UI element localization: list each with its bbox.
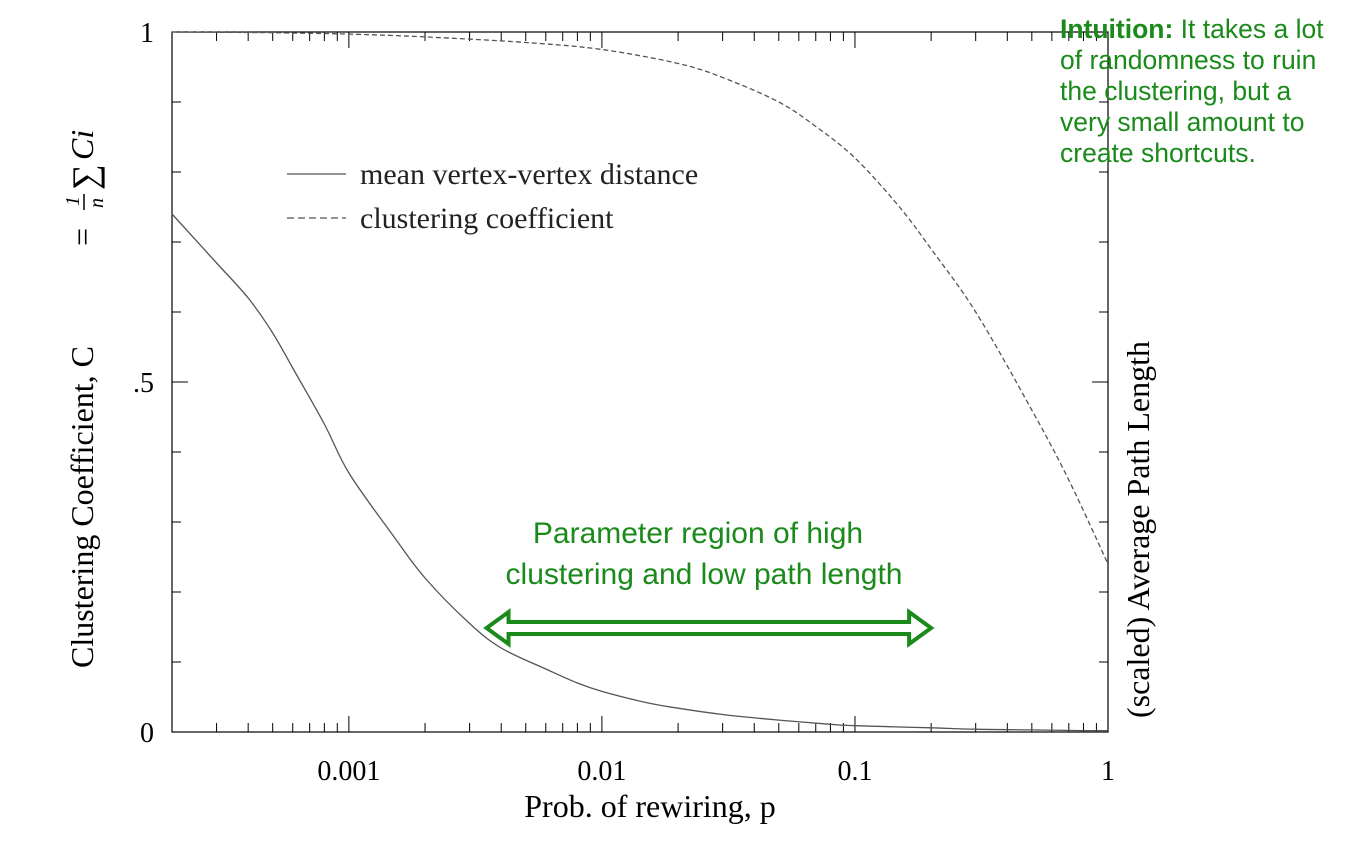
y-formula-equals: = <box>64 226 100 248</box>
y-formula-term: Ci <box>64 130 100 160</box>
x-tick-label: 0.001 <box>317 756 380 787</box>
region-label-line1: Parameter region of high <box>533 517 863 550</box>
intuition-bold: Intuition: <box>1060 14 1174 44</box>
y-axis-title-left-text: Clustering Coefficient, C <box>64 346 100 668</box>
y-tick-label: 1 <box>140 18 154 49</box>
x-tick-label: 0.01 <box>577 756 626 787</box>
series-line-path-length <box>171 213 1109 732</box>
tick-labels: 0.001 0.01 0.1 1 0 .5 1 <box>133 18 1115 787</box>
y-formula-sum: ∑ <box>65 164 105 190</box>
y-axis-title-right: (scaled) Average Path Length <box>1120 341 1156 718</box>
y-axis-title-left: Clustering Coefficient, C = 1 n ∑ Ci <box>62 130 108 668</box>
y-formula-frac-num: 1 <box>62 196 84 206</box>
series-line-clustering <box>171 31 1109 565</box>
region-label-line2: clustering and low path length <box>506 558 903 591</box>
double-arrow-icon <box>483 608 935 648</box>
legend-label: mean vertex-vertex distance <box>360 158 698 191</box>
x-tick-label: 1 <box>1101 756 1115 787</box>
double-arrow-shape <box>483 608 935 648</box>
x-tick-label: 0.1 <box>837 756 872 787</box>
y-axis-title-left-label: Clustering Coefficient, C <box>64 346 100 668</box>
y-formula-frac-den: n <box>86 198 108 208</box>
intuition-note: Intuition: It takes a lot of randomness … <box>1060 14 1345 169</box>
legend: mean vertex-vertex distance clustering co… <box>287 158 698 235</box>
x-axis-title: Prob. of rewiring, p <box>524 788 776 824</box>
legend-label: clustering coefficient <box>360 202 614 235</box>
series-lines <box>171 31 1109 732</box>
y-tick-label: 0 <box>140 718 154 749</box>
y-tick-label: .5 <box>133 368 154 399</box>
intuition-text: It takes a lot of randomness to ruin the… <box>1060 14 1324 168</box>
